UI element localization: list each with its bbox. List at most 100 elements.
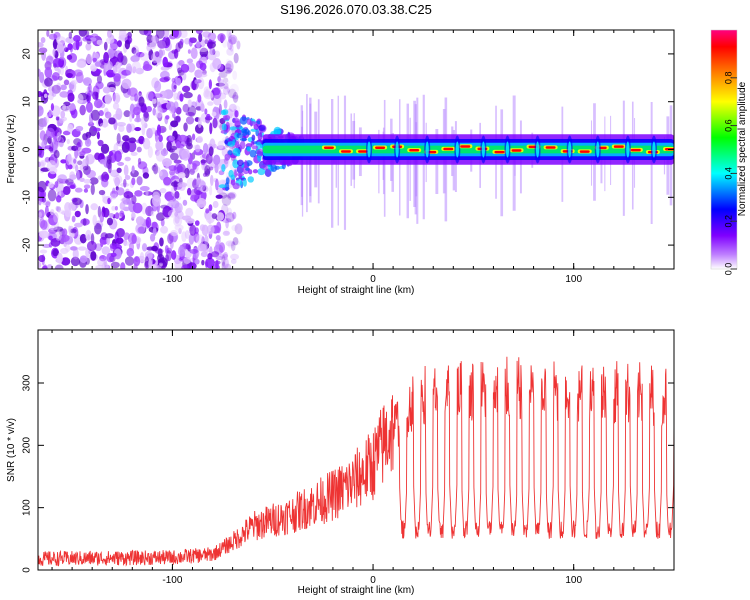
noise-speckle [56, 206, 61, 213]
noise-speckle [140, 116, 147, 127]
noise-speckle [209, 185, 213, 196]
noise-speckle [50, 103, 55, 111]
colorbar-tick-label: 0.2 [723, 215, 733, 228]
noise-speckle [74, 210, 81, 218]
colorbar-label: Normalized spectral amplitude [737, 81, 748, 216]
noise-speckle [204, 35, 209, 44]
noise-speckle [232, 237, 239, 246]
noise-speckle [147, 146, 153, 159]
noise-speckle [145, 189, 149, 197]
noise-speckle [194, 144, 201, 153]
noise-speckle [124, 175, 131, 181]
transition-energy [222, 115, 228, 121]
transition-energy [239, 137, 248, 142]
noise-speckle [184, 230, 190, 239]
noise-speckle [186, 142, 193, 150]
noise-speckle [138, 96, 145, 107]
noise-speckle [106, 217, 114, 226]
noise-speckle [116, 187, 125, 196]
noise-speckle [67, 123, 74, 133]
burst-inner [568, 141, 572, 158]
noise-speckle [85, 204, 89, 215]
noise-speckle [196, 177, 200, 186]
noise-speckle [110, 193, 117, 200]
spectrogram-y-tick-label: -10 [22, 190, 33, 205]
noise-speckle [57, 209, 66, 214]
noise-speckle [158, 170, 163, 177]
noise-speckle [82, 166, 89, 171]
noise-speckle [136, 146, 142, 153]
noise-speckle [157, 39, 167, 49]
burst-inner [505, 141, 510, 158]
noise-speckle [104, 93, 112, 105]
noise-speckle [99, 159, 107, 165]
noise-speckle [194, 220, 200, 226]
noise-speckle [223, 99, 228, 110]
noise-speckle [212, 117, 218, 129]
noise-speckle [99, 122, 109, 128]
noise-speckle [89, 37, 97, 42]
transition-energy [258, 125, 266, 131]
noise-speckle [100, 174, 105, 182]
noise-speckle [200, 159, 207, 164]
noise-speckle [116, 132, 121, 145]
noise-speckle [47, 189, 57, 202]
noise-speckle [218, 71, 228, 78]
noise-speckle [159, 237, 164, 247]
noise-speckle [179, 93, 184, 102]
burst-inner [455, 141, 459, 158]
spectrogram-x-tick-label: 100 [565, 274, 582, 285]
noise-speckle [59, 91, 69, 98]
noise-speckle [198, 47, 209, 52]
noise-speckle [44, 66, 53, 79]
noise-speckle [231, 241, 236, 252]
noise-speckle [104, 111, 112, 119]
snr-x-tick-label: 100 [565, 575, 582, 586]
noise-speckle [135, 216, 145, 226]
transition-energy [229, 126, 237, 131]
noise-speckle [232, 91, 239, 103]
noise-speckle [79, 104, 86, 116]
noise-speckle [124, 256, 135, 266]
noise-speckle [225, 60, 234, 73]
noise-speckle [228, 32, 232, 43]
noise-speckle [119, 210, 125, 217]
noise-speckle [41, 196, 46, 203]
noise-speckle [148, 258, 153, 268]
noise-speckle [94, 152, 101, 160]
chart-title: S196.2026.070.03.38.C25 [280, 2, 432, 17]
noise-speckle [65, 154, 72, 166]
noise-speckle [131, 61, 141, 73]
noise-speckle [157, 258, 166, 264]
snr-y-tick-label: 300 [22, 374, 33, 391]
noise-speckle [137, 157, 142, 165]
noise-speckle [60, 84, 67, 91]
noise-speckle [178, 134, 188, 142]
colorbar-ticks: 0.0 0.2 0.4 0.6 0.8 [723, 72, 737, 275]
noise-speckle [86, 240, 97, 252]
noise-speckle [226, 48, 234, 56]
noise-speckle [45, 127, 55, 139]
noise-speckle [123, 191, 134, 199]
noise-speckle [131, 234, 137, 244]
noise-speckle [78, 30, 87, 37]
noise-speckle [38, 211, 42, 218]
noise-speckle [48, 235, 53, 241]
noise-speckle [219, 79, 225, 90]
noise-speckle [53, 226, 64, 233]
noise-speckle [215, 259, 219, 269]
burst-inner [395, 141, 399, 158]
noise-speckle [126, 123, 132, 134]
noise-speckle [123, 232, 130, 240]
noise-speckle [77, 246, 87, 251]
noise-speckle [114, 176, 121, 187]
noise-speckle [183, 91, 193, 99]
noise-speckle [162, 56, 169, 68]
noise-speckle [65, 36, 75, 44]
noise-speckle [134, 126, 142, 132]
noise-speckle [199, 62, 207, 71]
noise-speckle [77, 160, 83, 166]
peak-mark [323, 146, 334, 149]
noise-speckle [38, 161, 41, 168]
noise-speckle [222, 77, 229, 83]
